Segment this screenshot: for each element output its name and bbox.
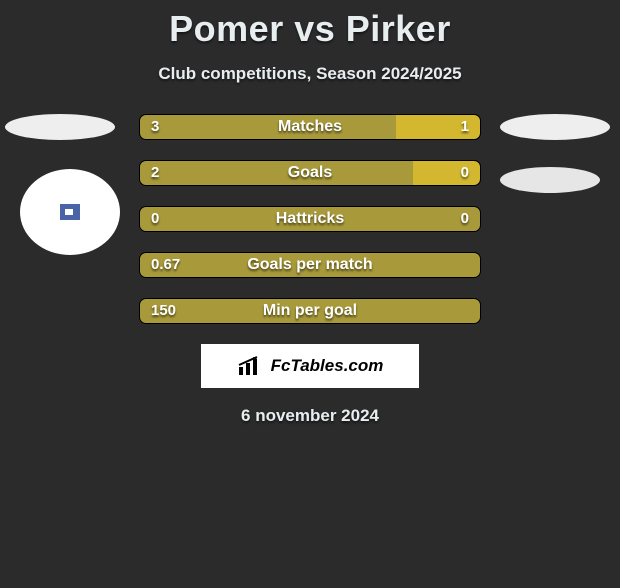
stat-row: 0Hattricks0 xyxy=(139,206,481,232)
stat-row: 0.67Goals per match xyxy=(139,252,481,278)
page-subtitle: Club competitions, Season 2024/2025 xyxy=(0,64,620,84)
date-text: 6 november 2024 xyxy=(0,406,620,426)
stat-bars: 3Matches1 2Goals0 0Hattricks0 0.67Goals per… xyxy=(139,114,481,324)
stat-row: 150Min per goal xyxy=(139,298,481,324)
bar-chart-icon xyxy=(237,355,265,377)
left-avatar xyxy=(20,169,120,255)
stat-row: 3Matches1 xyxy=(139,114,481,140)
right-second-ellipse xyxy=(500,167,600,193)
stat-bar-base xyxy=(139,252,481,278)
right-top-ellipse xyxy=(500,114,610,140)
page-title: Pomer vs Pirker xyxy=(0,8,620,50)
stat-bar-base xyxy=(139,206,481,232)
left-top-ellipse xyxy=(5,114,115,140)
stats-area: 3Matches1 2Goals0 0Hattricks0 0.67Goals per… xyxy=(0,114,620,426)
logo-text: FcTables.com xyxy=(271,356,384,376)
fctables-logo[interactable]: FcTables.com xyxy=(201,344,419,388)
stat-row: 2Goals0 xyxy=(139,160,481,186)
stat-bar-right-segment xyxy=(413,160,481,186)
stat-bar-base xyxy=(139,298,481,324)
stat-bar-right-segment xyxy=(396,114,482,140)
avatar-placeholder-icon xyxy=(60,204,80,220)
